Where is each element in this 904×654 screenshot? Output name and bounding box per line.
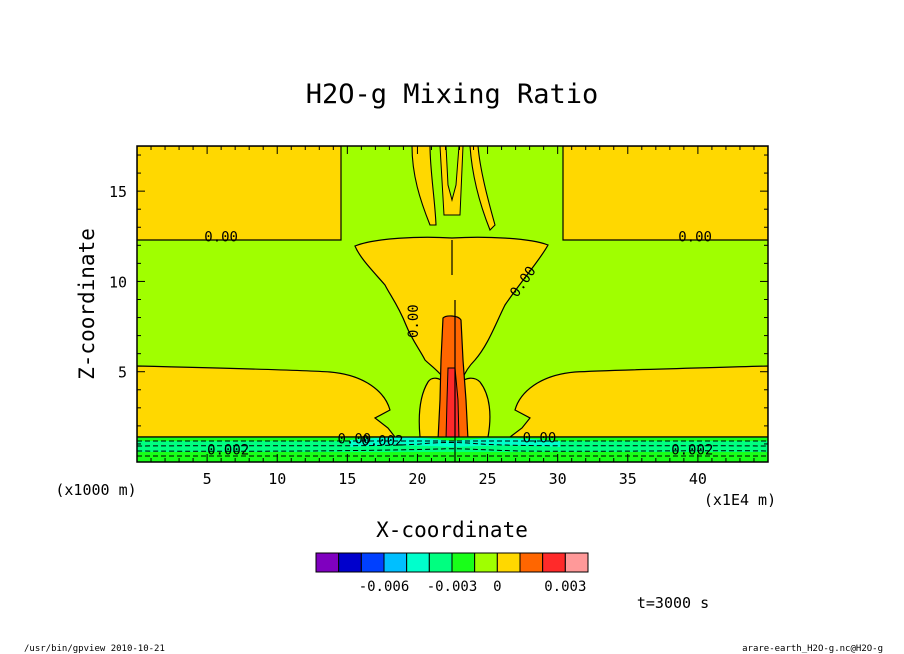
y-ticks [137, 154, 768, 445]
footer-left: /usr/bin/gpview 2010-10-21 [24, 644, 165, 654]
colorbar-swatch [315, 552, 340, 573]
x-axis-unit: (x1E4 m) [704, 491, 776, 509]
contour-label: 0.00 [406, 304, 422, 338]
colorbar-swatch [406, 552, 430, 573]
colorbar-swatch [474, 552, 498, 573]
central-updraft-line [451, 240, 456, 462]
contour-field [137, 146, 768, 462]
x-tick-label: 35 [619, 470, 637, 488]
x-ticks [150, 146, 755, 462]
upper-left-yellow-region [137, 146, 342, 241]
colorbar-tick-label: -0.003 [427, 579, 478, 595]
x-tick-label: 40 [689, 470, 707, 488]
y-tick-label: 10 [109, 273, 127, 291]
colorbar-swatch [519, 552, 544, 573]
colorbar-swatch [451, 552, 476, 573]
contour-label: 0.002 [207, 442, 249, 458]
lower-left-yellow-region [137, 365, 397, 438]
colorbar-tick-label: -0.006 [359, 579, 410, 595]
y-axis-unit: (x1000 m) [55, 481, 136, 499]
x-tick-label: 20 [408, 470, 426, 488]
colorbar-swatch [564, 552, 589, 573]
contour-label: 0.00 [204, 229, 238, 245]
colorbar-tick-label: 0.003 [544, 579, 586, 595]
colorbar-swatch [542, 552, 566, 573]
surface-bottom-green [137, 452, 768, 462]
x-tick-label: 5 [203, 470, 212, 488]
upper-column-center [439, 146, 464, 216]
x-tick-label: 15 [338, 470, 356, 488]
upper-column-left [411, 146, 437, 226]
y-tick-label: 15 [109, 183, 127, 201]
contour-label: 0.00 [523, 431, 557, 447]
y-axis-label: Z-coordinate [75, 228, 99, 380]
time-label: t=3000 s [637, 594, 709, 612]
upper-column-right [469, 146, 496, 231]
x-tick-label: 25 [479, 470, 497, 488]
contour-label: 0.00 [337, 432, 371, 448]
x-tick-labels: 5 10 15 20 25 30 35 40 [203, 470, 707, 488]
plot-frame [136, 145, 769, 463]
y-tick-label: 5 [118, 364, 127, 382]
y-tick-labels: 5 10 15 [109, 183, 127, 382]
contour-label: 0.002 [671, 442, 713, 458]
colorbar-swatch [360, 552, 385, 573]
colorbar-swatch [383, 552, 408, 573]
lower-right-yellow-region [508, 365, 768, 438]
x-axis-label: X-coordinate [376, 518, 528, 542]
colorbar-swatch [338, 552, 362, 573]
colorbar-swatch [496, 552, 521, 573]
colorbar-tick-label: 0 [493, 579, 501, 595]
colorbar [315, 552, 589, 573]
x-tick-label: 10 [268, 470, 286, 488]
negative-contours [137, 440, 768, 457]
footer-right: arare-earth_H2O-g.nc@H2O-g [742, 644, 883, 654]
colorbar-swatch [428, 552, 453, 573]
central-yellow-plume [354, 236, 549, 381]
chart-title: H2O-g Mixing Ratio [306, 79, 599, 110]
colorbar-labels: -0.006 -0.003 0 0.003 [359, 579, 587, 595]
contour-label: 0.00 [678, 229, 712, 245]
contour-label: 0.002 [361, 433, 403, 449]
x-tick-label: 30 [549, 470, 567, 488]
upper-right-yellow-region [562, 146, 768, 241]
